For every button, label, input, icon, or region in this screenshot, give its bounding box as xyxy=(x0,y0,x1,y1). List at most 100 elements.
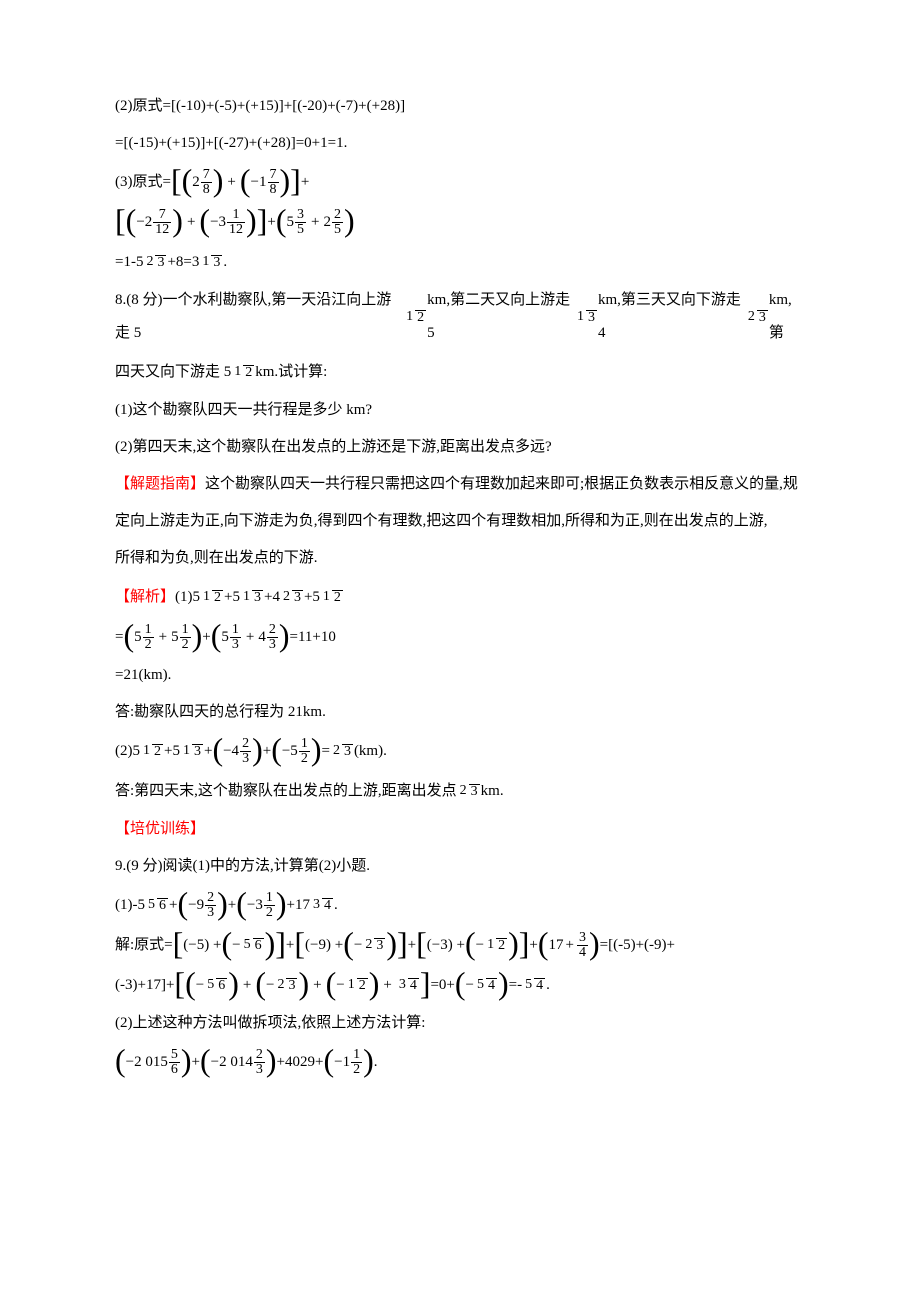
paren-close: ) xyxy=(228,967,239,999)
fraction: 78 xyxy=(268,168,279,197)
fraction: 23 xyxy=(275,978,297,993)
paren-open: ( xyxy=(538,927,549,959)
fraction: 12 xyxy=(264,891,275,920)
paren-close: ) xyxy=(298,967,309,999)
problem-text: 8.(8 分)一个水利勘察队,第一天沿江向上游走 5 12 km,第二天又向上游… xyxy=(115,284,805,350)
bracket-open: [ xyxy=(173,927,184,959)
paren-open: ( xyxy=(221,927,232,959)
bracket-close: ] xyxy=(275,927,286,959)
mixed-number: 2 25 xyxy=(323,206,344,239)
fraction: 12 xyxy=(346,978,368,993)
text: km,第 xyxy=(769,284,805,350)
bracket-close: ] xyxy=(290,164,301,196)
fraction: 13 xyxy=(230,623,241,652)
paren-open: ( xyxy=(255,967,266,999)
problem-math-line: ( −2 015 56 ) + ( −2 014 23 ) +4029+ ( −… xyxy=(115,1044,805,1080)
bracket-close: ] xyxy=(397,927,408,959)
fraction: 34 xyxy=(311,898,333,913)
fraction: 78 xyxy=(201,168,212,197)
text: (3)原式= xyxy=(115,166,171,199)
paren-close: ) xyxy=(363,1044,374,1076)
fraction: 23 xyxy=(331,744,353,759)
paren-open: ( xyxy=(211,619,222,651)
paren-close: ) xyxy=(192,619,203,651)
question-text: (2)第四天末,这个勘察队在出发点的上游还是下游,距离出发点多远? xyxy=(115,431,805,464)
operator: + xyxy=(301,166,309,199)
mixed-number: −2 712 xyxy=(136,206,172,239)
fraction: 23 xyxy=(254,1048,265,1077)
question-text: (1)这个勘察队四天一共行程是多少 km? xyxy=(115,394,805,427)
operator: + xyxy=(227,166,235,199)
answer-text: 答:第四天末,这个勘察队在出发点的上游,距离出发点 23 km. xyxy=(115,773,805,809)
whole-part: 5 xyxy=(221,621,229,654)
whole-part: 5 xyxy=(286,206,294,239)
text: 8.(8 分)一个水利勘察队,第一天沿江向上游走 5 xyxy=(115,284,403,350)
text: 四天又向下游走 5 xyxy=(115,356,231,389)
whole-part: −2 xyxy=(136,206,152,239)
fraction: 12 xyxy=(351,1048,362,1077)
mixed-number: −1 12 xyxy=(334,1046,363,1079)
mixed-number: 5 12 xyxy=(171,621,192,654)
whole-part: 4 xyxy=(258,621,266,654)
fraction: 13 xyxy=(200,255,222,270)
paren-close: ) xyxy=(265,927,276,959)
paren-open: ( xyxy=(115,1044,126,1076)
analysis-line: =21(km). xyxy=(115,659,805,692)
fraction: 712 xyxy=(153,208,171,237)
whole-part: −5 xyxy=(282,735,298,768)
operator: + xyxy=(263,735,271,768)
fraction: 12 xyxy=(321,590,343,605)
whole-part: −1 xyxy=(251,166,267,199)
operator: + xyxy=(408,929,416,962)
paren-close: ) xyxy=(252,733,263,765)
fraction: 23 xyxy=(205,891,216,920)
text: (-3)+17]+ xyxy=(115,969,174,1002)
paren-open: ( xyxy=(271,733,282,765)
paren-open: ( xyxy=(199,204,210,236)
paren-open: ( xyxy=(326,967,337,999)
guide-text: 【解题指南】这个勘察队四天一共行程只需把这四个有理数加起来即可;根据正负数表示相… xyxy=(115,468,805,501)
mixed-number: −3 112 xyxy=(210,206,246,239)
whole-part: −3 xyxy=(210,206,226,239)
operator: + xyxy=(169,889,177,922)
fraction: 13 xyxy=(241,590,263,605)
bracket-open: [ xyxy=(171,164,182,196)
text: (−5) + xyxy=(183,929,221,962)
whole-part: −3 xyxy=(247,889,263,922)
text: =11+10 xyxy=(290,621,336,654)
fraction: 56 xyxy=(169,1048,180,1077)
fraction: 56 xyxy=(242,938,264,953)
paren-close: ) xyxy=(589,927,600,959)
paren-open: ( xyxy=(177,887,188,919)
fraction: 12 xyxy=(232,365,254,380)
guide-text: 所得和为负,则在出发点的下游. xyxy=(115,542,805,575)
operator: + xyxy=(286,929,294,962)
solution-line: =[(-15)+(+15)]+[(-27)+(+28)]=0+1=1. xyxy=(115,127,805,160)
fraction: 23 xyxy=(363,938,385,953)
text: (−9) + xyxy=(305,929,343,962)
whole-part: 2 xyxy=(323,206,331,239)
bracket-open: [ xyxy=(174,967,185,999)
operator: + xyxy=(202,621,210,654)
analysis-line: 【解析】 (1)5 12 +5 13 +4 23 +5 12 xyxy=(115,579,805,615)
text: 这个勘察队四天一共行程只需把这四个有理数加起来即可;根据正负数表示相反意义的量,… xyxy=(205,476,798,492)
answer-text: 答:勘察队四天的总行程为 21km. xyxy=(115,696,805,729)
guide-label: 【解题指南】 xyxy=(115,476,205,492)
paren-close: ) xyxy=(246,204,257,236)
fraction: 34 xyxy=(397,978,419,993)
fraction: 34 xyxy=(577,931,588,960)
mixed-number: −1 78 xyxy=(251,166,280,199)
text: =- xyxy=(509,969,522,1002)
operator: + xyxy=(529,929,537,962)
fraction: 23 xyxy=(746,310,768,325)
section-label: 【培优训练】 xyxy=(115,821,205,837)
solution-line: (-3)+17]+ [ ( − 56 ) + ( − 23 ) + ( − 12… xyxy=(115,967,805,1003)
fraction: 35 xyxy=(295,208,306,237)
fraction: 54 xyxy=(523,978,545,993)
operator: + xyxy=(204,735,212,768)
paren-open: ( xyxy=(236,887,247,919)
analysis-label: 【解析】 xyxy=(115,581,175,614)
paren-close: ) xyxy=(386,927,397,959)
fraction: 23 xyxy=(240,737,251,766)
problem-text: 9.(9 分)阅读(1)中的方法,计算第(2)小题. xyxy=(115,850,805,883)
